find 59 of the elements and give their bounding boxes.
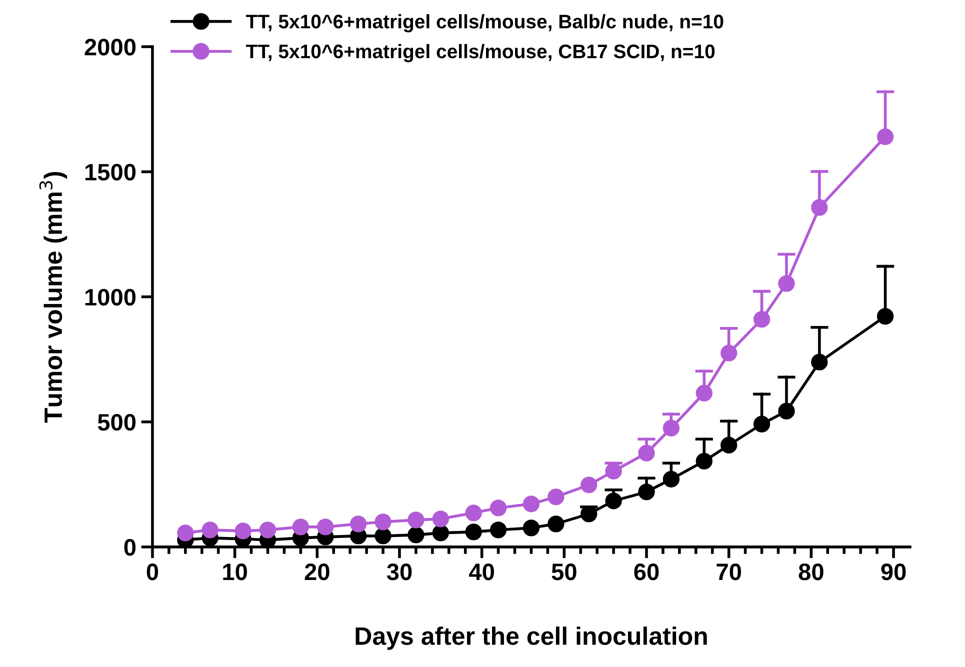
- point: [876, 128, 894, 146]
- point: [465, 504, 482, 522]
- x-tick-label: 20: [304, 564, 330, 580]
- x-axis-title: Days after the cell inoculation: [356, 626, 707, 650]
- point: [490, 522, 507, 538]
- point: [292, 518, 310, 536]
- point: [662, 420, 680, 436]
- point: [720, 344, 738, 362]
- point: [696, 452, 712, 470]
- x-tick-label: 90: [881, 564, 906, 580]
- y-tick-label: 0: [124, 539, 136, 556]
- point: [696, 384, 712, 402]
- point: [753, 416, 770, 432]
- y-tick-label: 1500: [85, 164, 136, 181]
- x-tick-label: 10: [223, 564, 247, 580]
- point: [778, 275, 795, 292]
- point: [811, 354, 828, 370]
- point: [605, 462, 622, 480]
- point: [638, 484, 655, 500]
- y-axis-title: Tumor volume (mm$^{3}$): [39, 172, 68, 423]
- point: [350, 516, 367, 532]
- legend-label: TT, 5x10^6+matrigel cells/mouse, Balb/c nude, n=10: [246, 14, 724, 32]
- point: [317, 518, 334, 536]
- y-tick-label: 2000: [84, 38, 136, 56]
- point: [548, 488, 564, 506]
- point: [580, 476, 598, 494]
- point: [753, 310, 770, 328]
- x-tick-label: 60: [634, 564, 659, 580]
- x-tick-label: 50: [552, 564, 576, 580]
- point: [408, 512, 424, 528]
- x-tick-label: 40: [469, 564, 494, 580]
- point: [876, 308, 894, 325]
- x-tick-label: 70: [716, 564, 742, 580]
- point: [522, 520, 540, 536]
- point: [177, 524, 194, 542]
- point: [605, 492, 622, 510]
- y-tick-label: 500: [98, 414, 136, 431]
- point: [638, 444, 655, 462]
- point: [522, 496, 540, 512]
- point: [408, 526, 424, 544]
- point: [778, 402, 795, 420]
- point: [548, 516, 564, 532]
- x-tick-label: 0: [146, 564, 158, 580]
- point: [202, 522, 218, 538]
- point: [490, 500, 507, 516]
- legend-label: TT, 5x10^6+matrigel cells/mouse, CB17 SCID, n=10: [246, 44, 715, 62]
- point: [259, 522, 276, 538]
- x-tick-label: 80: [798, 564, 824, 580]
- point: [662, 470, 680, 488]
- y-tick-label: 1000: [85, 288, 136, 306]
- point: [374, 528, 392, 544]
- x-tick-label: 30: [386, 564, 412, 580]
- point: [234, 522, 252, 540]
- point: [720, 436, 738, 454]
- point: [432, 510, 449, 528]
- point: [432, 524, 449, 542]
- point: [374, 514, 392, 530]
- point: [811, 199, 828, 216]
- point: [465, 524, 482, 540]
